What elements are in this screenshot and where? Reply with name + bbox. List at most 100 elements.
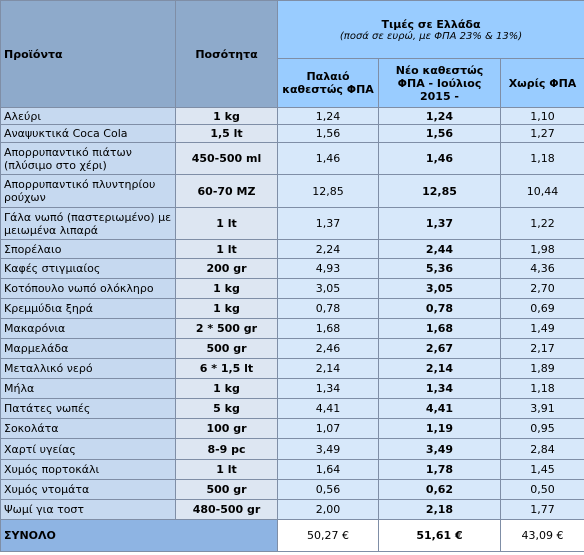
product: Σοκολάτα: [0, 418, 176, 439]
no-vat-price: 1,49: [499, 318, 584, 339]
new-price: 1,56: [378, 124, 501, 143]
new-price: 0,62: [378, 479, 501, 500]
table-row: Απορρυπαντικό πλυντηρίου ρούχων 60-70 MZ 1…: [0, 174, 584, 208]
new-price: 0,78: [378, 298, 501, 319]
table-row: Καφές στιγμιαίος 200 gr 4,93 5,36 4,36: [0, 258, 584, 279]
new-price: 4,41: [378, 398, 501, 419]
quantity: 200 gr: [175, 258, 278, 279]
quantity: 500 gr: [175, 338, 278, 359]
quantity: 1 lt: [175, 207, 278, 240]
total-row: ΣΥΝΟΛΟ 50,27 €51,61 €43,09 €: [0, 519, 584, 552]
old-price: 2,14: [277, 358, 379, 379]
quantity: 1 kg: [175, 107, 278, 125]
total-old: 50,27 €: [277, 519, 379, 552]
new-price: 3,05: [378, 278, 501, 299]
table-row: Ψωμί για τοστ 480-500 gr 2,00 2,18 1,77: [0, 499, 584, 520]
old-price: 1,64: [277, 459, 379, 480]
product: Μεταλλικό νερό: [0, 358, 176, 379]
old-price: 1,68: [277, 318, 379, 339]
quantity: 1 lt: [175, 459, 278, 480]
quantity: 1 kg: [175, 278, 278, 299]
total-new: 51,61 €: [378, 519, 501, 552]
table-row: Κοτόπουλο νωπό ολόκληρο 1 kg 3,05 3,05 2,70: [0, 278, 584, 299]
quantity: 100 gr: [175, 418, 278, 439]
old-price: 1,37: [277, 207, 379, 240]
product: Χυμός ντομάτα: [0, 479, 176, 500]
new-price: 1,24: [378, 107, 501, 125]
table-row: Χαρτί υγείας 8-9 pc 3,49 3,49 2,84: [0, 438, 584, 460]
new-price: 1,68: [378, 318, 501, 339]
no-vat-price: 0,69: [499, 298, 584, 319]
product: Μακαρόνια: [0, 318, 176, 339]
product: Γάλα νωπό (παστεριωμένο) με μειωμένα λιπ…: [0, 207, 176, 240]
table-row: Γάλα νωπό (παστεριωμένο) με μειωμένα λιπ…: [0, 207, 584, 240]
table-row: Αναψυκτικά Coca Cola 1,5 lt 1,56 1,56 1,27: [0, 124, 584, 143]
old-price: 1,56: [277, 124, 379, 143]
no-vat-price: 1,22: [499, 207, 584, 240]
old-price: 4,93: [277, 258, 379, 279]
table-row: Μήλα 1 kg 1,34 1,34 1,18: [0, 378, 584, 399]
no-vat-price: 1,89: [499, 358, 584, 379]
table-row: Αλεύρι 1 kg 1,24 1,24 1,10: [0, 107, 584, 125]
quantity: 5 kg: [175, 398, 278, 419]
table-row: Πατάτες νωπές 5 kg 4,41 4,41 3,91: [0, 398, 584, 419]
product: Ψωμί για τοστ: [0, 499, 176, 520]
product: Μαρμελάδα: [0, 338, 176, 359]
old-price: 1,34: [277, 378, 379, 399]
no-vat-price: 1,45: [499, 459, 584, 480]
new-price: 2,18: [378, 499, 501, 520]
old-price: 2,00: [277, 499, 379, 520]
old-price: 1,24: [277, 107, 379, 125]
quantity: 480-500 gr: [175, 499, 278, 520]
quantity: 60-70 MZ: [175, 174, 278, 208]
table-row: Μακαρόνια 2 * 500 gr 1,68 1,68 1,49: [0, 318, 584, 339]
no-vat-price: 1,98: [499, 239, 584, 259]
old-price: 0,56: [277, 479, 379, 500]
new-price: 2,14: [378, 358, 501, 379]
no-vat-price: 4,36: [499, 258, 584, 279]
table-row: Σπορέλαιο 1 lt 2,24 2,44 1,98: [0, 239, 584, 259]
old-price: 12,85: [277, 174, 379, 208]
product: Αλεύρι: [0, 107, 176, 125]
quantity: 1,5 lt: [175, 124, 278, 143]
product: Σπορέλαιο: [0, 239, 176, 259]
new-price: 1,37: [378, 207, 501, 240]
new-price: 5,36: [378, 258, 501, 279]
table-row: Χυμός πορτοκάλι 1 lt 1,64 1,78 1,45: [0, 459, 584, 480]
old-price: 3,49: [277, 438, 379, 460]
header-no-vat: Χωρίς ΦΠΑ: [499, 58, 584, 108]
old-price: 0,78: [277, 298, 379, 319]
no-vat-price: 3,91: [499, 398, 584, 419]
table-row: Σοκολάτα 100 gr 1,07 1,19 0,95: [0, 418, 584, 439]
quantity: 2 * 500 gr: [175, 318, 278, 339]
old-price: 2,24: [277, 239, 379, 259]
table-row: Κρεμμύδια ξηρά 1 kg 0,78 0,78 0,69: [0, 298, 584, 319]
quantity: 6 * 1,5 lt: [175, 358, 278, 379]
new-price: 3,49: [378, 438, 501, 460]
total-label: ΣΥΝΟΛΟ: [0, 519, 278, 552]
table-row: Μεταλλικό νερό 6 * 1,5 lt 2,14 2,14 1,89: [0, 358, 584, 379]
header-old: Παλαιό καθεστώς ΦΠΑ: [277, 58, 379, 108]
header-quantity: Ποσότητα: [175, 0, 278, 108]
product: Αναψυκτικά Coca Cola: [0, 124, 176, 143]
header-new: Νέο καθεστώς ΦΠΑ - Ιούλιος 2015 -: [378, 58, 501, 108]
old-price: 1,46: [277, 142, 379, 175]
quantity: 1 kg: [175, 298, 278, 319]
product: Απορρυπαντικό πιάτων (πλύσιμο στο χέρι): [0, 142, 176, 175]
total-no-vat: 43,09 €: [499, 519, 584, 552]
no-vat-price: 10,44: [499, 174, 584, 208]
table-row: Απορρυπαντικό πιάτων (πλύσιμο στο χέρι) 4…: [0, 142, 584, 175]
old-price: 4,41: [277, 398, 379, 419]
prices-title: Τιμές σε Ελλάδα: [381, 17, 481, 31]
no-vat-price: 0,95: [499, 418, 584, 439]
product: Καφές στιγμιαίος: [0, 258, 176, 279]
new-price: 1,34: [378, 378, 501, 399]
no-vat-price: 0,50: [499, 479, 584, 500]
new-price: 1,46: [378, 142, 501, 175]
product: Πατάτες νωπές: [0, 398, 176, 419]
new-price: 1,19: [378, 418, 501, 439]
no-vat-price: 1,77: [499, 499, 584, 520]
product: Χυμός πορτοκάλι: [0, 459, 176, 480]
no-vat-price: 1,18: [499, 142, 584, 175]
